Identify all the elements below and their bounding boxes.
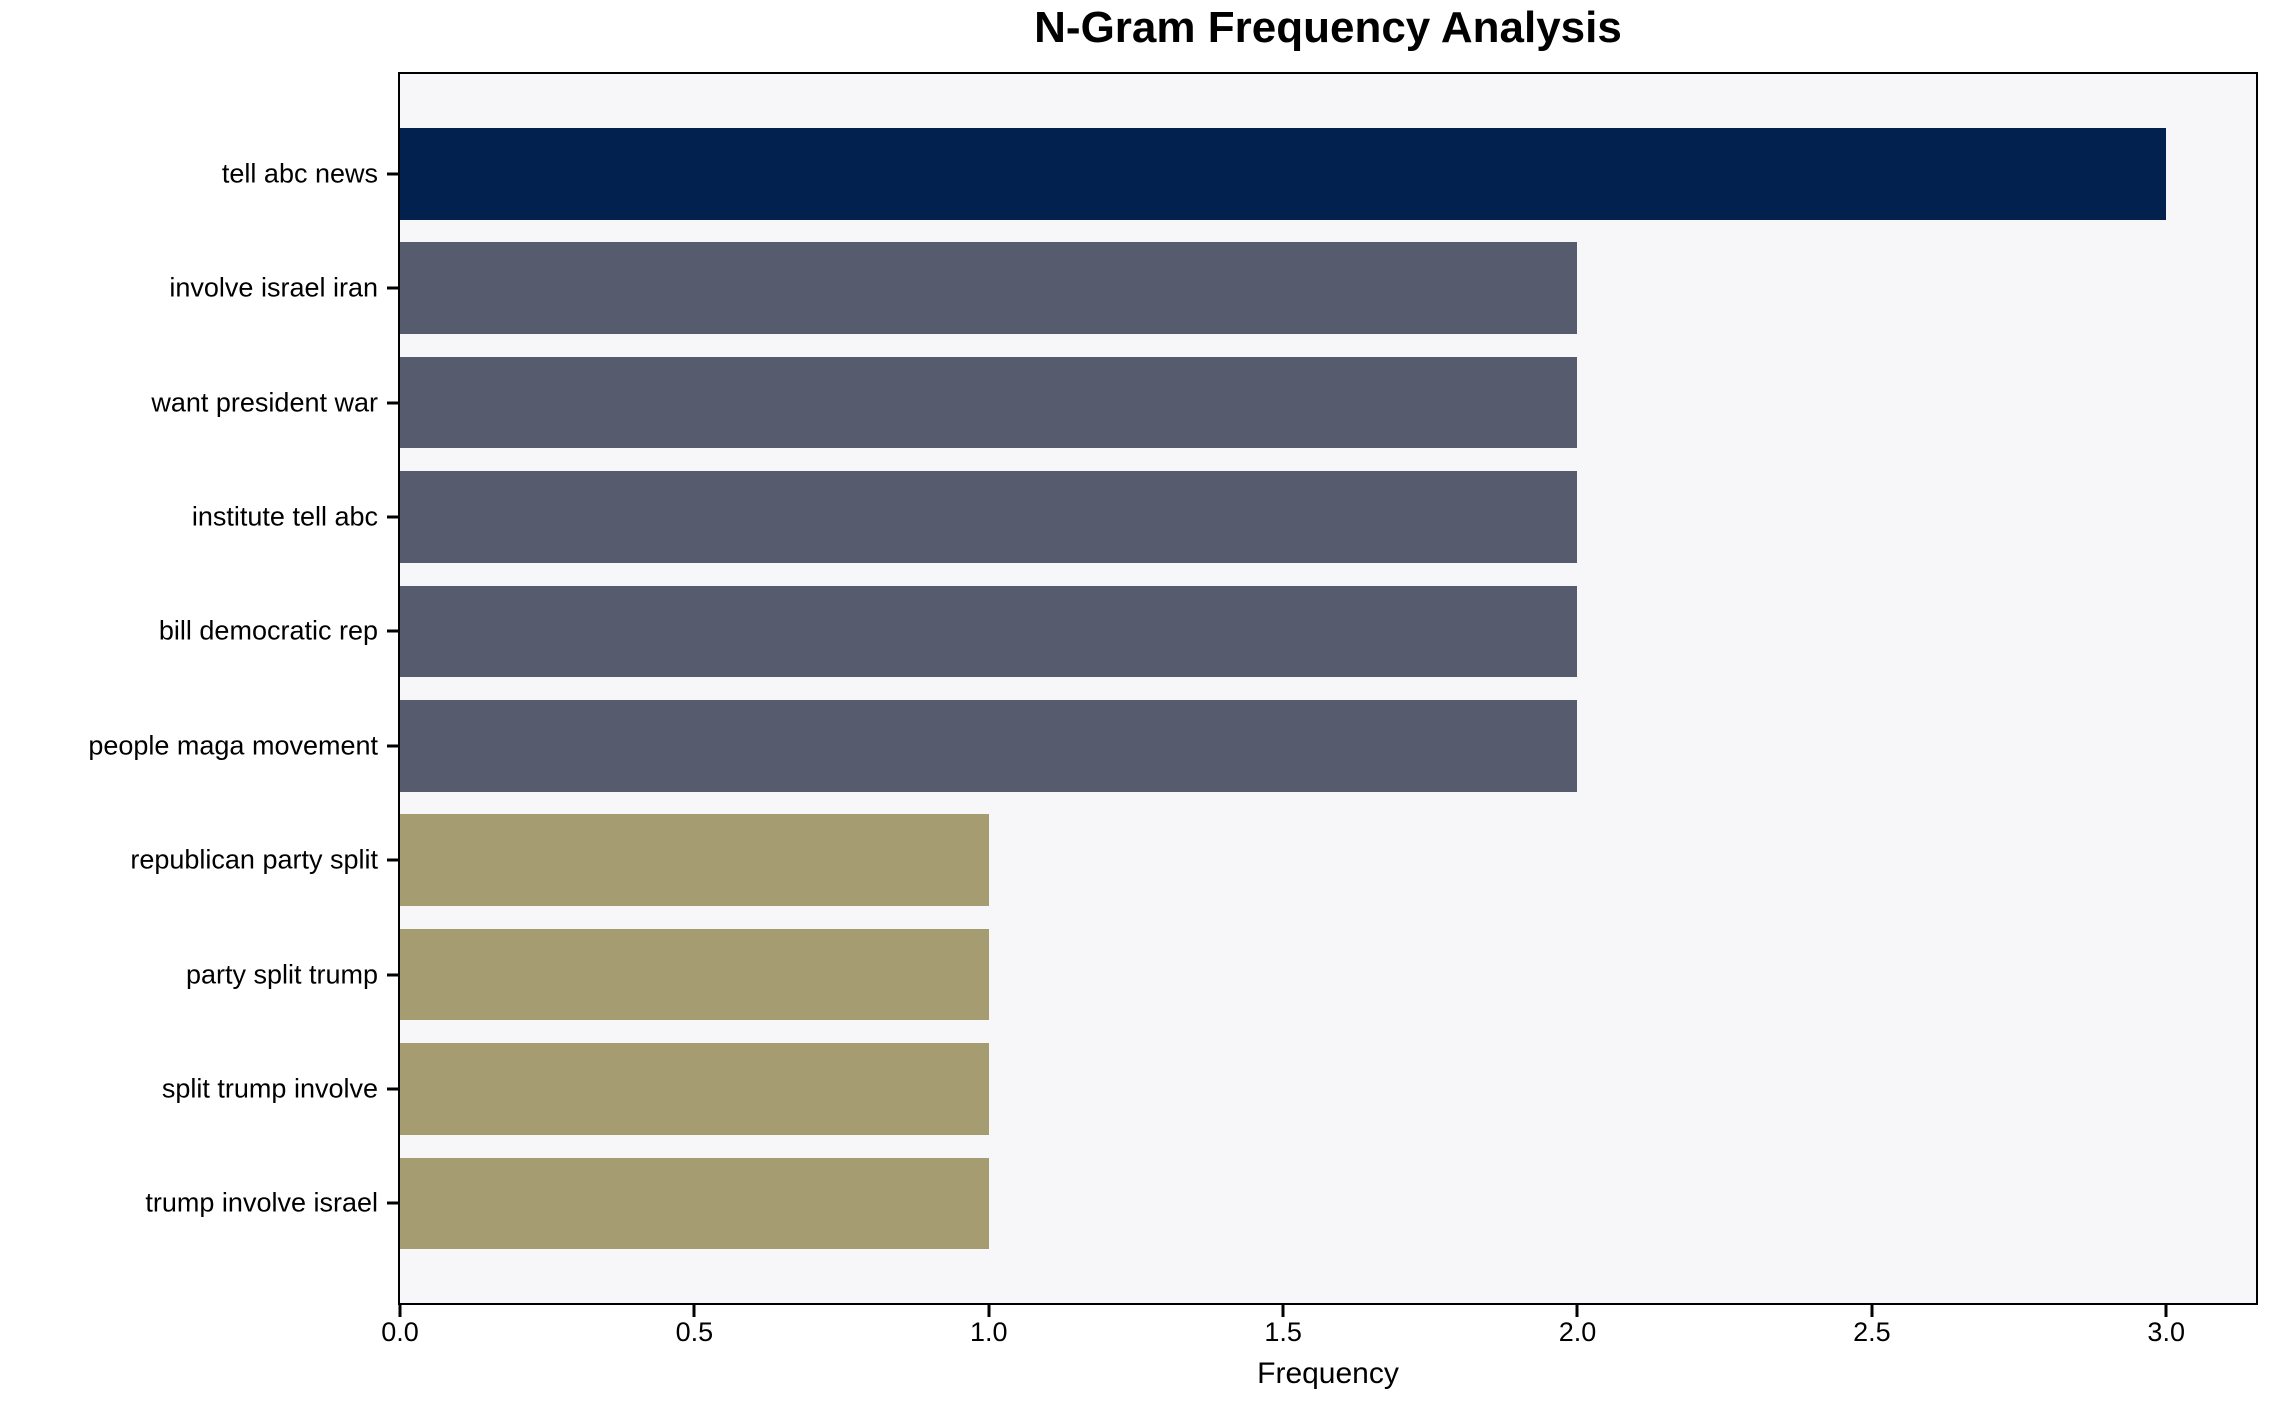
- x-tick-label: 2.5: [1853, 1317, 1891, 1347]
- bar: [400, 1043, 989, 1135]
- y-tick-label: party split trump: [185, 959, 378, 990]
- y-tick: [387, 515, 400, 519]
- bar: [400, 242, 1578, 334]
- bar: [400, 471, 1578, 563]
- y-tick: [387, 858, 400, 862]
- y-tick: [387, 172, 400, 176]
- x-tick: [1870, 1305, 1874, 1317]
- y-tick: [387, 629, 400, 633]
- y-tick-label: involve israel iran: [169, 272, 378, 303]
- x-tick-label: 0.5: [675, 1317, 714, 1347]
- x-tick-label: 0.0: [381, 1317, 419, 1347]
- y-tick: [387, 973, 400, 977]
- x-tick: [1575, 1305, 1579, 1317]
- bar: [400, 1157, 989, 1250]
- x-tick-label: 2.0: [1558, 1317, 1597, 1347]
- bar: [400, 128, 2167, 220]
- x-axis-title: Frequency: [1257, 1357, 1399, 1390]
- bar: [400, 585, 1578, 678]
- bar: [400, 700, 1578, 792]
- plot-area: Frequency tell abc news involve israel ir…: [88, 72, 2258, 1389]
- x-tick: [692, 1305, 696, 1317]
- bar: [400, 814, 989, 906]
- x-tick: [398, 1305, 402, 1317]
- y-tick-label: bill democratic rep: [158, 615, 378, 646]
- x-tick: [987, 1305, 991, 1317]
- x-tick-label: 3.0: [2147, 1317, 2185, 1347]
- y-tick: [387, 1087, 400, 1091]
- y-tick-label: tell abc news: [221, 158, 378, 189]
- y-tick: [387, 744, 400, 748]
- y-tick: [387, 401, 400, 405]
- x-tick: [1281, 1305, 1285, 1317]
- x-tick-label: 1.0: [969, 1317, 1008, 1347]
- y-tick-label: trump involve israel: [145, 1187, 378, 1218]
- y-tick-label: want president war: [151, 387, 378, 418]
- bar: [400, 356, 1578, 449]
- y-tick-label: people maga movement: [88, 730, 378, 761]
- y-tick-label: republican party split: [130, 844, 378, 875]
- x-tick-label: 1.5: [1264, 1317, 1302, 1347]
- y-tick-label: split trump involve: [161, 1073, 378, 1104]
- y-tick-label: institute tell abc: [191, 501, 378, 532]
- x-tick: [2164, 1305, 2168, 1317]
- y-tick: [387, 1201, 400, 1205]
- y-tick: [387, 286, 400, 290]
- chart-title: N-Gram Frequency Analysis: [1034, 3, 1622, 52]
- bar: [400, 928, 989, 1021]
